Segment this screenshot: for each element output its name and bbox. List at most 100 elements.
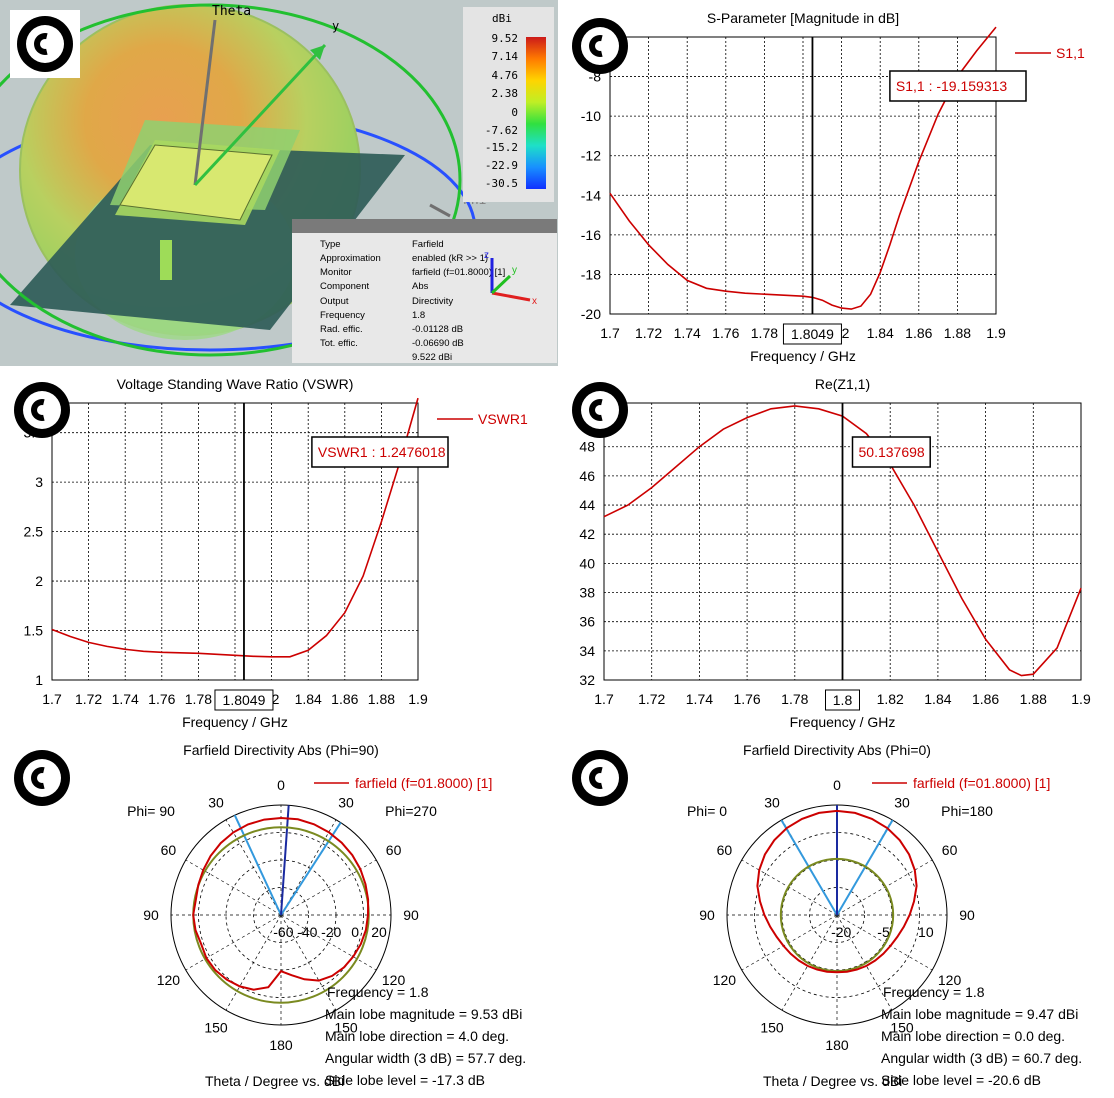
angle-label: 0 [277, 777, 285, 793]
angle-label: 60 [717, 842, 733, 858]
marker-x-box [214, 689, 274, 711]
x-tick-label: 1.86 [331, 691, 358, 707]
x-tick-label: 1.78 [751, 325, 778, 341]
x-axis-label: Frequency / GHz [790, 714, 896, 730]
beamwidth-line [280, 822, 342, 916]
grid-ring [754, 832, 920, 998]
legend-entry: farfield (f=01.8000) [1] [355, 775, 492, 791]
grid-spoke [741, 859, 838, 916]
info-value: Farfield [412, 239, 444, 250]
y-tick-label: 32 [579, 672, 595, 688]
y-tick-label: 2 [35, 573, 43, 589]
polar-phi90-chart[interactable]: Farfield Directivity Abs (Phi=90) farfiel… [0, 732, 558, 1098]
y-tick-label: -12 [581, 148, 601, 164]
chart-title: Farfield Directivity Abs (Phi=90) [183, 742, 379, 758]
x-tick-label: 1.72 [638, 691, 665, 707]
angle-label: 30 [208, 794, 224, 810]
angle-label: 30 [894, 794, 910, 810]
re-z11-chart[interactable]: Re(Z1,1) 1.7 1.72 1.74 1.76 1.78 1.8 1.82 1.84 1.… [558, 366, 1114, 732]
polar-phi0-chart[interactable]: Farfield Directivity Abs (Phi=0) farfield… [558, 732, 1114, 1098]
colorbar-tick: 2.38 [491, 87, 519, 100]
x-tick-label: 1.9 [986, 325, 1006, 341]
series-line [51, 397, 419, 658]
angle-label: 150 [334, 1020, 358, 1036]
grid-spoke [836, 914, 933, 971]
info-header-band [292, 219, 557, 233]
angle-label: 150 [204, 1020, 228, 1036]
main-lobe-line [280, 805, 290, 916]
marker-annotation-box [311, 436, 449, 468]
ground-plane [10, 145, 405, 330]
y-tick-label: 48 [579, 439, 595, 455]
legend-entry: VSWR1 [478, 411, 528, 427]
feed-line [160, 240, 172, 280]
x-axis-label: Theta / Degree vs. dBi [763, 1073, 902, 1089]
s-parameter-chart[interactable]: S-Parameter [Magnitude in dB] 1.7 1.72 1.74… [558, 0, 1114, 366]
farfield-info-line: Frequency = 1.8 [327, 984, 429, 1000]
copyright-logo-icon [572, 18, 628, 74]
beamwidth-line [780, 819, 838, 916]
pattern-curve [756, 809, 918, 974]
farfield-info-line: Main lobe direction = 4.0 deg. [325, 1028, 509, 1044]
colorbar: dBi 9.52 7.14 4.76 2.38 0 -7.62 -15.2 -2… [463, 7, 554, 202]
x-tick-label: 1.84 [924, 691, 951, 707]
angle-label: 90 [143, 907, 159, 923]
marker-x-label: 1.8049 [791, 326, 834, 342]
colorbar-gradient [526, 37, 546, 189]
x-tick-label: 1.78 [185, 691, 212, 707]
angle-label: 90 [699, 907, 715, 923]
logo-box [10, 10, 80, 78]
y-tick-label: 34 [579, 643, 595, 659]
x-tick-label: 1.88 [368, 691, 395, 707]
colorbar-unit: dBi [492, 12, 512, 25]
grid-spoke [741, 914, 838, 971]
colorbar-tick: 9.52 [491, 32, 519, 45]
y-tick-label: 3 [35, 474, 43, 490]
x-axis-label: Frequency / GHz [182, 714, 288, 730]
angle-label: 120 [157, 972, 181, 988]
y-tick-label: -18 [581, 266, 601, 282]
radial-label: -5 [877, 924, 890, 940]
y-axis-label: y [332, 19, 339, 33]
farfield-info-line: Main lobe magnitude = 9.53 dBi [325, 1006, 522, 1022]
y-tick-label: 36 [579, 614, 595, 630]
farfield-info-line: Angular width (3 dB) = 60.7 deg. [881, 1050, 1082, 1066]
angle-label: 90 [959, 907, 975, 923]
angle-label: 60 [386, 842, 402, 858]
info-value: 9.522 dBi [412, 352, 453, 363]
x-tick-label: 1.84 [867, 325, 894, 341]
angle-label: 90 [403, 907, 419, 923]
x-tick-label: 1.72 [75, 691, 102, 707]
angle-label: 120 [713, 972, 737, 988]
colorbar-tick: -22.9 [484, 159, 518, 172]
x-axis-label: Frequency / GHz [750, 348, 856, 364]
y-tick-label: 2.5 [24, 524, 44, 540]
theta-ring [0, 3, 462, 357]
marker-annotation: VSWR1 : 1.2476018 [318, 444, 446, 460]
x-tick-label: 1.9 [408, 691, 428, 707]
info-value: -0.01128 dB [412, 324, 464, 335]
info-value: Directivity [412, 296, 454, 307]
copyright-logo-icon [572, 750, 628, 806]
x-tick-label: 1.88 [944, 325, 971, 341]
y-tick-label: 1.5 [24, 623, 44, 639]
info-label: Type [320, 239, 341, 250]
s-parameter-chart-panel: S-Parameter [Magnitude in dB] 1.7 1.72 1.74… [558, 0, 1114, 366]
info-label: Tot. effic. [320, 338, 358, 349]
copyright-logo-icon [572, 382, 628, 438]
grid-spoke [280, 914, 377, 971]
radial-label: -60 [273, 924, 293, 940]
polar-phi0-panel: Farfield Directivity Abs (Phi=0) farfield… [558, 732, 1114, 1098]
polar-phi90-panel: Farfield Directivity Abs (Phi=90) farfiel… [0, 732, 558, 1098]
y-tick-label: -20 [581, 306, 601, 322]
marker-x-label: 1.8 [833, 692, 853, 708]
angle-label: 180 [825, 1037, 849, 1053]
y-tick-label: 1 [35, 672, 43, 688]
right-phi-label: Phi=180 [941, 803, 993, 819]
radial-label: 10 [918, 924, 934, 940]
vswr-chart-panel: Voltage Standing Wave Ratio (VSWR) 1.7 1.7… [0, 366, 558, 732]
y-axis-arrow [193, 43, 327, 187]
left-phi-label: Phi= 90 [127, 803, 175, 819]
vswr-chart[interactable]: Voltage Standing Wave Ratio (VSWR) 1.7 1.7… [0, 366, 558, 732]
x-tick-label: 1.86 [905, 325, 932, 341]
